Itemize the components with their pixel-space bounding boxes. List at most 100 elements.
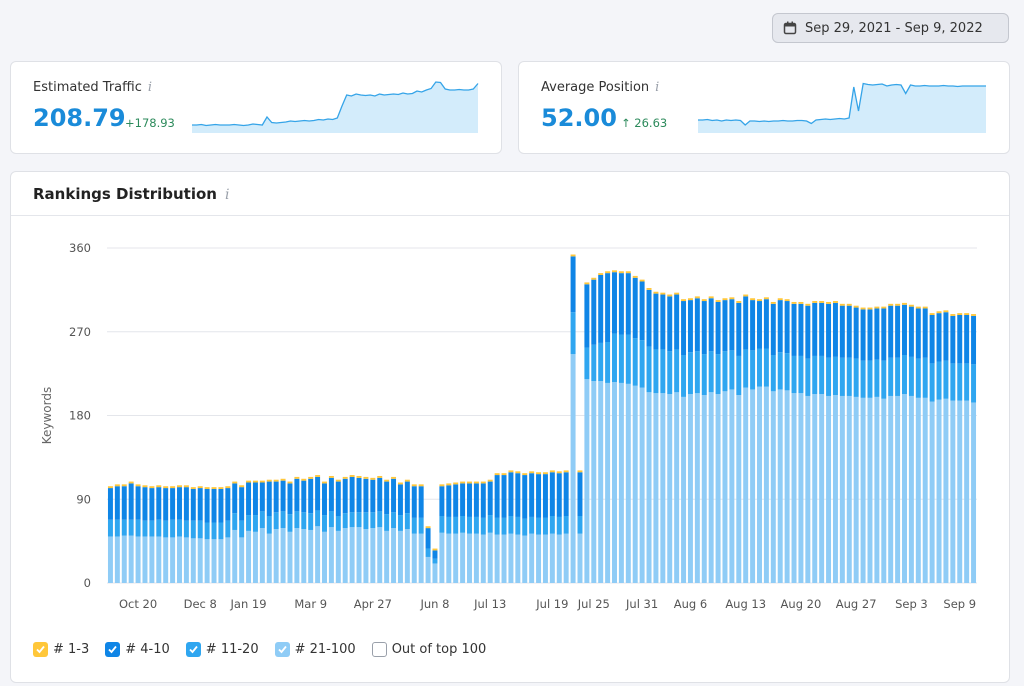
bar-top21_100[interactable]: [563, 533, 569, 583]
bar-top3[interactable]: [770, 301, 776, 304]
bar-top21_100[interactable]: [943, 398, 949, 583]
bar-top21_100[interactable]: [736, 395, 742, 583]
bar-top21_100[interactable]: [515, 534, 521, 583]
bar-top11_20[interactable]: [356, 512, 362, 528]
bar-top21_100[interactable]: [763, 386, 769, 583]
bar-top4_10[interactable]: [708, 298, 714, 352]
bar-top21_100[interactable]: [473, 533, 479, 583]
bar-top3[interactable]: [618, 271, 624, 274]
bar-top21_100[interactable]: [308, 529, 314, 583]
bar-top4_10[interactable]: [211, 489, 217, 523]
bar-top11_20[interactable]: [529, 516, 535, 534]
info-icon[interactable]: i: [655, 80, 660, 95]
bar-top3[interactable]: [232, 481, 238, 484]
bar-top4_10[interactable]: [170, 488, 176, 520]
bar-top4_10[interactable]: [839, 305, 845, 358]
bar-top4_10[interactable]: [363, 478, 369, 513]
bar-top4_10[interactable]: [646, 289, 652, 347]
bar-top4_10[interactable]: [377, 477, 383, 512]
bar-top11_20[interactable]: [612, 333, 617, 382]
legend-item-out[interactable]: Out of top 100: [371, 642, 486, 657]
bar-top3[interactable]: [832, 301, 838, 303]
bar-top4_10[interactable]: [335, 481, 341, 516]
bar-top21_100[interactable]: [660, 393, 666, 583]
bar-top3[interactable]: [315, 475, 321, 477]
bar-top3[interactable]: [556, 471, 562, 474]
bar-top11_20[interactable]: [425, 548, 431, 557]
bar-top21_100[interactable]: [211, 539, 217, 583]
bar-top4_10[interactable]: [453, 484, 459, 517]
bar-top4_10[interactable]: [190, 489, 196, 521]
bar-top21_100[interactable]: [625, 383, 631, 583]
bar-top3[interactable]: [867, 307, 873, 310]
bar-top4_10[interactable]: [501, 475, 507, 518]
bar-top21_100[interactable]: [418, 533, 424, 583]
bar-top11_20[interactable]: [853, 358, 859, 397]
bar-top3[interactable]: [563, 470, 569, 473]
bar-top3[interactable]: [114, 484, 120, 487]
bar-top11_20[interactable]: [287, 514, 293, 532]
bar-top3[interactable]: [971, 314, 977, 316]
bar-top3[interactable]: [701, 299, 707, 302]
bar-top3[interactable]: [646, 288, 652, 290]
bar-top3[interactable]: [294, 476, 300, 479]
bar-top21_100[interactable]: [190, 538, 196, 583]
bar-top4_10[interactable]: [888, 305, 894, 358]
bar-top4_10[interactable]: [750, 300, 756, 351]
bar-top21_100[interactable]: [177, 536, 182, 583]
bar-top21_100[interactable]: [819, 394, 825, 583]
bar-top4_10[interactable]: [156, 487, 162, 520]
bar-top4_10[interactable]: [687, 300, 693, 353]
bar-top11_20[interactable]: [950, 363, 956, 401]
bar-top3[interactable]: [170, 486, 176, 489]
bar-top21_100[interactable]: [356, 527, 362, 583]
bar-top11_20[interactable]: [826, 357, 832, 396]
bar-top11_20[interactable]: [239, 520, 245, 538]
bar-top21_100[interactable]: [791, 393, 797, 583]
bar-top3[interactable]: [777, 298, 783, 301]
bar-top3[interactable]: [411, 484, 417, 487]
bar-top4_10[interactable]: [142, 487, 148, 521]
bar-top11_20[interactable]: [473, 516, 479, 534]
bar-top21_100[interactable]: [197, 538, 203, 583]
bar-top4_10[interactable]: [618, 273, 624, 335]
bar-top3[interactable]: [529, 471, 535, 474]
bar-top21_100[interactable]: [646, 392, 652, 583]
bar-top21_100[interactable]: [591, 381, 597, 583]
bar-top4_10[interactable]: [832, 302, 838, 357]
bar-top3[interactable]: [418, 484, 424, 487]
bar-top4_10[interactable]: [204, 489, 210, 523]
bar-top11_20[interactable]: [874, 359, 880, 397]
bar-top21_100[interactable]: [301, 529, 307, 583]
bar-top11_20[interactable]: [190, 520, 196, 539]
bar-top21_100[interactable]: [246, 530, 252, 583]
bar-top21_100[interactable]: [328, 527, 334, 583]
bar-top11_20[interactable]: [929, 363, 935, 402]
bar-top11_20[interactable]: [625, 334, 631, 384]
bar-top21_100[interactable]: [964, 400, 970, 583]
bar-top3[interactable]: [377, 475, 383, 478]
bar-top3[interactable]: [812, 301, 818, 303]
bar-top3[interactable]: [391, 476, 397, 479]
bar-top3[interactable]: [791, 301, 797, 304]
bar-top11_20[interactable]: [701, 354, 707, 396]
checkbox-icon[interactable]: [105, 642, 121, 657]
bar-top4_10[interactable]: [591, 279, 597, 345]
bar-top11_20[interactable]: [225, 520, 231, 538]
bar-top4_10[interactable]: [902, 304, 907, 356]
bar-top3[interactable]: [674, 292, 680, 295]
bar-top3[interactable]: [446, 483, 452, 486]
bar-top11_20[interactable]: [819, 355, 825, 395]
bar-top3[interactable]: [584, 282, 590, 285]
bar-top21_100[interactable]: [335, 530, 341, 583]
bar-top3[interactable]: [943, 310, 949, 313]
bar-top3[interactable]: [874, 306, 880, 309]
bar-top11_20[interactable]: [170, 519, 176, 538]
bar-top4_10[interactable]: [612, 272, 617, 334]
bar-top3[interactable]: [177, 485, 182, 488]
bar-top11_20[interactable]: [839, 357, 845, 396]
bar-top21_100[interactable]: [618, 382, 624, 583]
bar-top11_20[interactable]: [183, 520, 189, 538]
bar-top3[interactable]: [632, 275, 638, 278]
bar-top3[interactable]: [542, 472, 548, 475]
